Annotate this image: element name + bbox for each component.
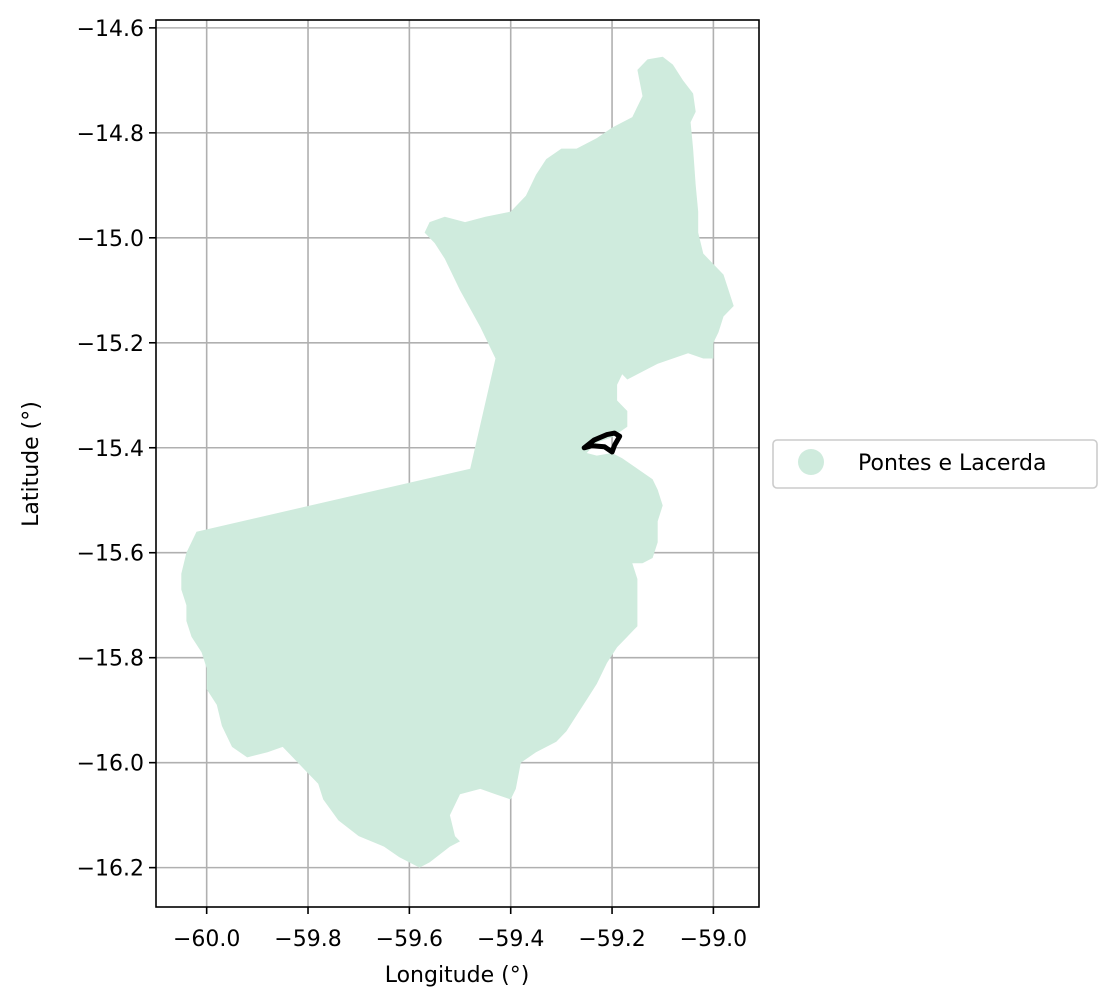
x-axis-ticks: −60.0 −59.8 −59.6 −59.4 −59.2 −59.0 <box>173 907 747 952</box>
x-axis-label: Longitude (°) <box>385 963 530 988</box>
y-axis-label: Latitude (°) <box>19 401 44 527</box>
y-axis-ticks: −14.6 −14.8 −15.0 −15.2 −15.4 −15.6 −15.8 −16.0… <box>77 17 156 882</box>
y-tick-label: −16.2 <box>77 857 144 882</box>
x-tick-label: −59.6 <box>376 927 443 952</box>
y-tick-label: −15.4 <box>77 437 144 462</box>
legend-marker <box>798 449 824 475</box>
overlay-outline <box>581 430 623 455</box>
axes-frame <box>155 19 760 908</box>
legend: Pontes e Lacerda <box>772 439 1098 489</box>
y-tick-label: −16.0 <box>77 752 144 777</box>
y-tick-label: −14.6 <box>77 17 144 42</box>
legend-box <box>772 439 1098 489</box>
grid-lines <box>156 20 759 907</box>
y-tick-label: −15.2 <box>77 332 144 357</box>
x-tick-label: −60.0 <box>173 927 240 952</box>
x-tick-label: −59.4 <box>477 927 544 952</box>
y-tick-label: −15.6 <box>77 542 144 567</box>
legend-label: Pontes e Lacerda <box>858 451 1047 476</box>
x-tick-label: −59.8 <box>274 927 341 952</box>
x-tick-label: −59.2 <box>578 927 645 952</box>
y-tick-label: −14.8 <box>77 122 144 147</box>
region-pontes-e-lacerda[interactable] <box>181 56 734 868</box>
y-tick-label: −15.8 <box>77 647 144 672</box>
x-tick-label: −59.0 <box>680 927 747 952</box>
y-tick-label: −15.0 <box>77 227 144 252</box>
plot-area: −60.0 −59.8 −59.6 −59.4 −59.2 −59.0 −14.6−14.… <box>77 17 760 952</box>
